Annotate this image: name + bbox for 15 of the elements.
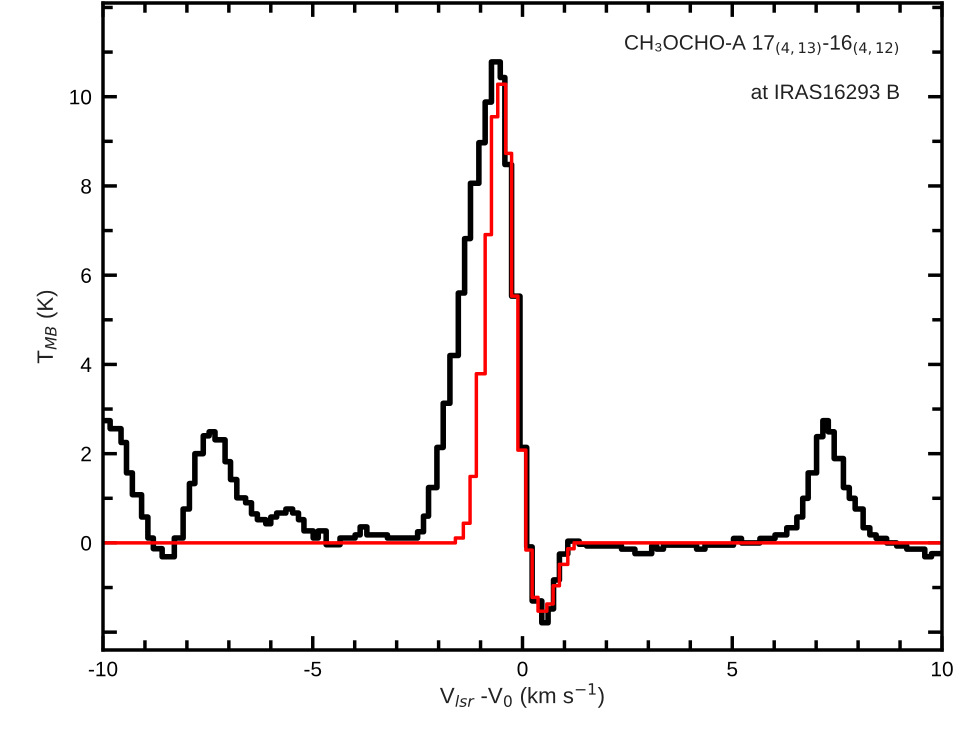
x-tick-label: 5 bbox=[727, 662, 738, 676]
y-tick-label: 0 bbox=[81, 536, 92, 551]
y-tick-label: 4 bbox=[80, 358, 92, 372]
y-tick-label: 8 bbox=[81, 178, 91, 194]
x-tick-label: -10 bbox=[88, 662, 118, 676]
y-tick-label: 10 bbox=[70, 90, 92, 104]
y-axis-title: T$_{MB}$ (K) bbox=[36, 290, 58, 364]
annotation: CH₃OCHO-A 17$_{(4,13)}$-16$_{(4,12)}$ bbox=[625, 35, 898, 55]
annotation: at IRAS16293 B bbox=[752, 84, 899, 100]
y-tick-label: 2 bbox=[81, 446, 91, 462]
x-tick-label: 0 bbox=[518, 662, 528, 676]
x-axis-title: V$_{lsr}$ -V$_{0}$ (km s$^{−1}$) bbox=[440, 683, 604, 708]
y-tick-label: 6 bbox=[81, 268, 91, 283]
x-tick-label: 10 bbox=[932, 662, 953, 676]
x-tick-label: -5 bbox=[304, 662, 322, 676]
